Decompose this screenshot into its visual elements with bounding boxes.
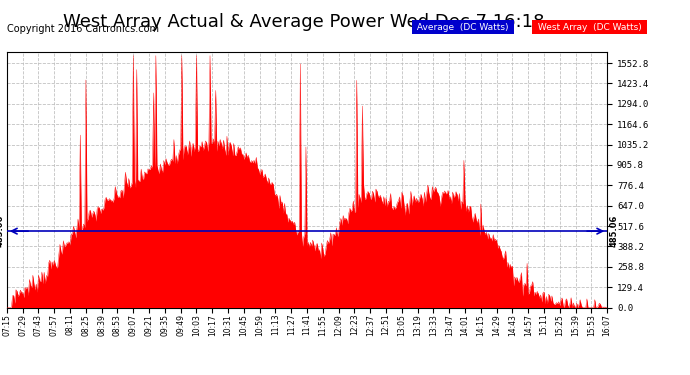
Text: 485.06: 485.06 — [610, 215, 619, 248]
Text: 485.06: 485.06 — [0, 215, 4, 248]
Text: Average  (DC Watts): Average (DC Watts) — [414, 22, 511, 32]
Text: West Array  (DC Watts): West Array (DC Watts) — [535, 22, 644, 32]
Text: West Array Actual & Average Power Wed Dec 7 16:18: West Array Actual & Average Power Wed De… — [63, 13, 544, 31]
Text: Copyright 2016 Cartronics.com: Copyright 2016 Cartronics.com — [7, 24, 159, 34]
